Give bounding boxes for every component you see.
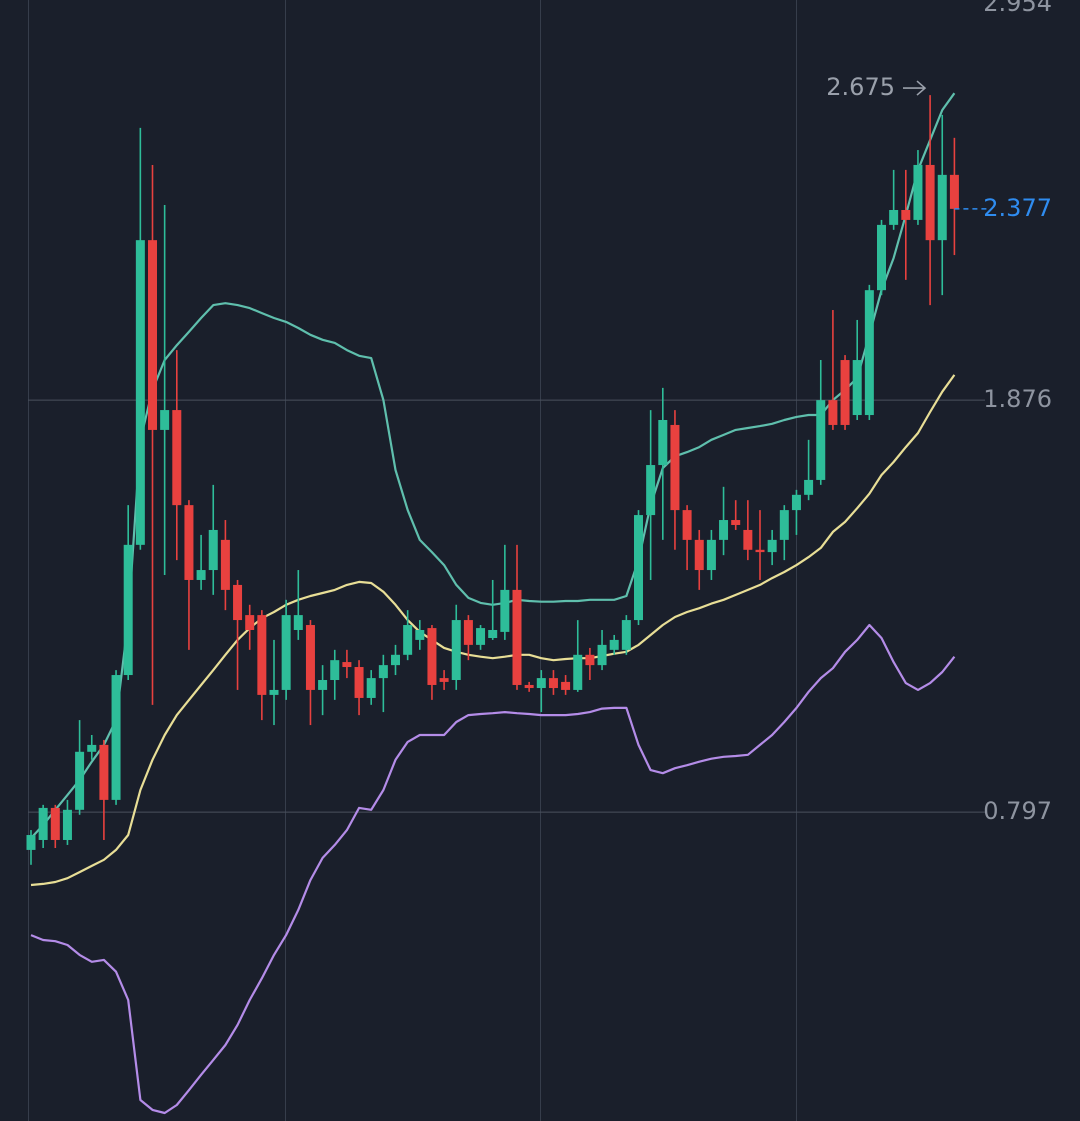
time-grid [28,0,797,1121]
candle-body [719,520,729,540]
candle-body [816,400,826,480]
candle-body [87,744,97,752]
candle-body [245,615,255,630]
candle-body [828,400,838,425]
candle-body [524,684,534,689]
candle-body [901,209,911,220]
candle-body [925,164,935,241]
candle-body [889,209,899,225]
candle-body [160,410,170,430]
candle-body [852,360,862,416]
candle-body [913,164,923,220]
candle-body [500,589,510,632]
y-tick-label: 2.954 [983,0,1052,17]
candle-body [791,494,801,511]
candle-body [196,570,206,580]
high-arrow [903,80,927,96]
candle-body [731,520,741,525]
candle-body [257,615,267,695]
indicator-line [30,374,956,887]
candle-body [451,620,461,681]
candle-body [706,539,716,571]
candle-body [208,529,218,571]
candle-body [670,424,680,511]
y-tick-label: 1.876 [983,385,1052,413]
candle-body [877,224,886,291]
candle-body [281,615,291,690]
candle-body [330,660,340,681]
candle-body [755,549,765,553]
candle-body [269,689,279,695]
candle-body [50,807,60,840]
candle-body [99,744,109,800]
candle-body [573,654,583,690]
candle-body [634,515,643,621]
candle-body [391,654,400,666]
candle-body [378,665,388,679]
candle-body [561,681,571,690]
indicator-line [30,623,956,1115]
candle-body [111,675,121,800]
high-label: 2.675 [826,73,895,101]
candle-body [318,680,328,690]
candle-body [476,628,486,645]
candle-body [621,620,631,650]
candle-body [38,807,48,840]
candle-body [354,667,364,698]
candle-body [840,360,850,425]
candle-body [220,539,230,590]
candle-body [148,240,157,430]
candle-body [609,639,619,650]
candle-body [512,589,522,685]
candle-body [123,544,133,676]
candle-body [403,625,413,655]
candle-body [172,410,182,506]
candle-body [536,678,546,689]
candle-body [682,510,692,540]
last-price-label: 2.377 [983,194,1052,222]
candle-body [864,290,874,416]
candle-body [548,678,558,689]
candle-body [937,174,947,241]
candle-body [26,835,36,850]
candle-body [75,751,85,810]
candle-body [427,628,437,685]
candle-body [658,419,668,466]
candle-body [135,240,145,545]
candle-body [463,620,473,645]
candle-body [415,629,425,640]
y-tick-label: 0.797 [983,797,1052,825]
candle-body [597,644,607,666]
candle-body [804,479,814,495]
candle-body [366,678,376,698]
candle-body [949,174,959,209]
candle-body [293,615,303,630]
candle-body [767,539,777,553]
candle-body [184,505,194,580]
candle-body [62,809,72,840]
candle-body [779,510,789,540]
candle-body [646,465,656,516]
candle-body [305,625,315,690]
candle-body [439,678,449,682]
candle-body [342,662,352,668]
candle-body [743,529,753,550]
candle-body [233,584,243,621]
candle-body [694,539,704,571]
candle-body [488,629,498,639]
candle-body [585,654,595,666]
